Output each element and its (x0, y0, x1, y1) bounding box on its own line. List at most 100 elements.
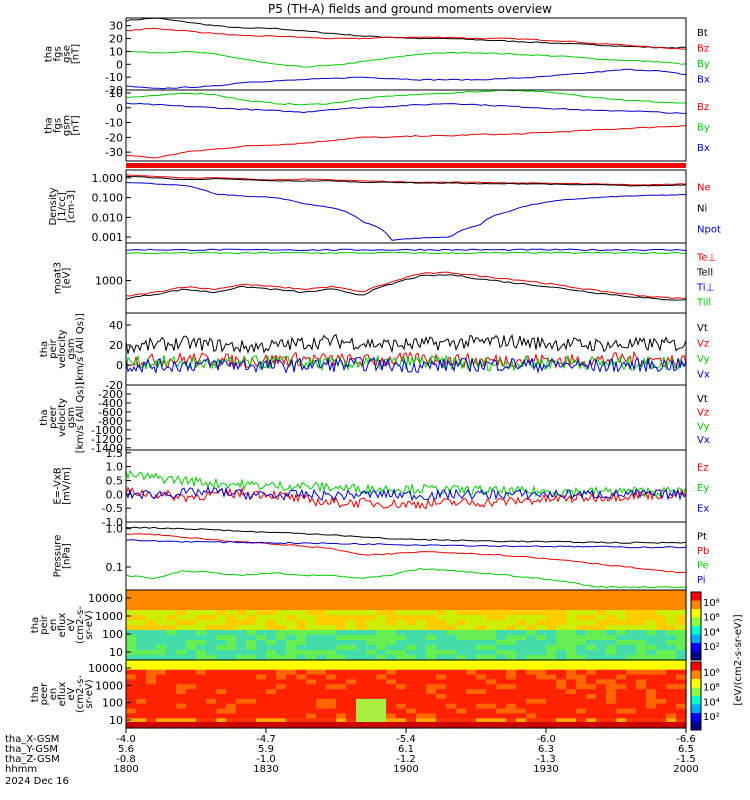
spectrogram-cell (326, 655, 337, 661)
colorbar-band (691, 687, 701, 697)
spectrogram-cell (496, 684, 507, 690)
spectrogram-cell (186, 645, 197, 651)
spectrogram-cell (166, 689, 177, 695)
spectrogram-cell (386, 713, 397, 719)
spectrogram-cell (266, 674, 277, 681)
spectrogram-cell (666, 679, 677, 685)
spectrogram-cell (296, 708, 307, 715)
spectrogram-cell (166, 708, 177, 715)
spectrogram-cell (636, 640, 647, 646)
spectrogram-cell (286, 660, 297, 666)
spectrogram-cell (606, 703, 617, 710)
spectrogram-cell (256, 660, 267, 666)
spectrogram-cell (226, 655, 237, 661)
spectrogram-cell (326, 664, 337, 671)
y-tick-label: 30 (109, 20, 123, 33)
spectrogram-cell (296, 698, 307, 705)
y-axis-label: peir (39, 614, 50, 634)
spectrogram-cell (346, 718, 357, 724)
spectrogram-cell (676, 694, 687, 700)
spectrogram-cell (346, 655, 357, 661)
spectrogram-cell (586, 650, 597, 656)
spectrogram-cell (656, 605, 667, 611)
colorbar-band (691, 713, 701, 722)
y-tick-label: -30 (105, 146, 123, 159)
spectrogram-cell (236, 703, 247, 710)
spectrogram-cell (516, 679, 527, 685)
panel-peer_spec: 10000100010010thapeerenefluxeV(cm2-s-sr-… (30, 659, 687, 729)
spectrogram-cell (516, 660, 527, 666)
spectrogram-cell (516, 590, 527, 596)
spectrogram-cell (536, 590, 547, 596)
spectrogram-cell (466, 635, 477, 641)
spectrogram-cell (446, 605, 457, 611)
spectrogram-cell (126, 669, 137, 676)
spectrogram-cell (606, 660, 617, 666)
spectrogram-cell (536, 635, 547, 641)
spectrogram-cell (266, 660, 277, 666)
spectrogram-cell (336, 655, 347, 661)
spectrogram-cell (186, 650, 197, 656)
spectrogram-cell (676, 615, 687, 621)
spectrogram-cell (536, 650, 547, 656)
spectrogram-cell (496, 630, 507, 636)
spectrogram-cell (226, 635, 237, 641)
y-tick-label: 100 (102, 628, 123, 641)
spectrogram-cell (226, 615, 237, 621)
y-axis-label: sr-eV) (84, 679, 95, 708)
spectrogram-cell (456, 713, 467, 719)
spectrogram-cell (576, 630, 587, 636)
spectrogram-cell (566, 620, 577, 626)
y-tick-label: 0 (116, 359, 123, 372)
spectrogram-cell (186, 625, 197, 631)
spectrogram-cell (656, 610, 667, 616)
spectrogram-cell (376, 664, 387, 671)
panel-peer_velocity: -200-400-600-800-1000-1200-1400thapeerve… (39, 382, 710, 455)
spectrogram-cell (196, 655, 207, 661)
spectrogram-cell (476, 698, 487, 705)
spectrogram-cell (386, 600, 397, 606)
spectrogram-cell (526, 645, 537, 651)
spectrogram-cell (436, 703, 447, 710)
spectrogram-cell (666, 655, 677, 661)
spectrogram-cell (566, 655, 577, 661)
spectrogram-cell (356, 625, 367, 631)
spectrogram-cell (556, 655, 567, 661)
spectrogram-cell (506, 645, 517, 651)
colorbar-tick-label: 10² (703, 712, 720, 723)
spectrogram-cell (196, 664, 207, 671)
spectrogram-cell (396, 655, 407, 661)
spectrogram-cell (166, 679, 177, 685)
spectrogram-cell (296, 640, 307, 646)
spectrogram-cell (246, 630, 257, 636)
spectrogram-cell (666, 708, 677, 715)
spectrogram-cell (426, 600, 437, 606)
x-row-label: tha_Y-GSM (5, 744, 58, 755)
spectrogram-cell (456, 698, 467, 705)
spectrogram-cell (266, 664, 277, 671)
spectrogram-cell (146, 703, 157, 710)
spectrogram-cell (396, 708, 407, 715)
spectrogram-cell (246, 615, 257, 621)
spectrogram-cell (636, 590, 647, 596)
spectrogram-cell (136, 630, 147, 636)
spectrogram-cell (216, 660, 227, 666)
spectrogram-cell (546, 655, 557, 661)
spectrogram-cell (316, 689, 327, 695)
spectrogram-cell (486, 600, 497, 606)
y-tick-label: 1.5 (106, 447, 124, 460)
spectrogram-cell (286, 635, 297, 641)
spectrogram-cell (246, 708, 257, 715)
spectrogram-cell (196, 698, 207, 705)
spectrogram-cell (466, 708, 477, 715)
spectrogram-cell (186, 694, 197, 700)
spectrogram-cell (436, 708, 447, 715)
spectrogram-cell (126, 660, 137, 666)
series-Pi (125, 539, 687, 549)
spectrogram-cell (596, 625, 607, 631)
spectrogram-cell (426, 630, 437, 636)
spectrogram-cell (536, 674, 547, 681)
y-tick-label: 0.1 (106, 561, 124, 574)
spectrogram-cell (536, 689, 547, 695)
spectrogram-cell (156, 615, 167, 621)
